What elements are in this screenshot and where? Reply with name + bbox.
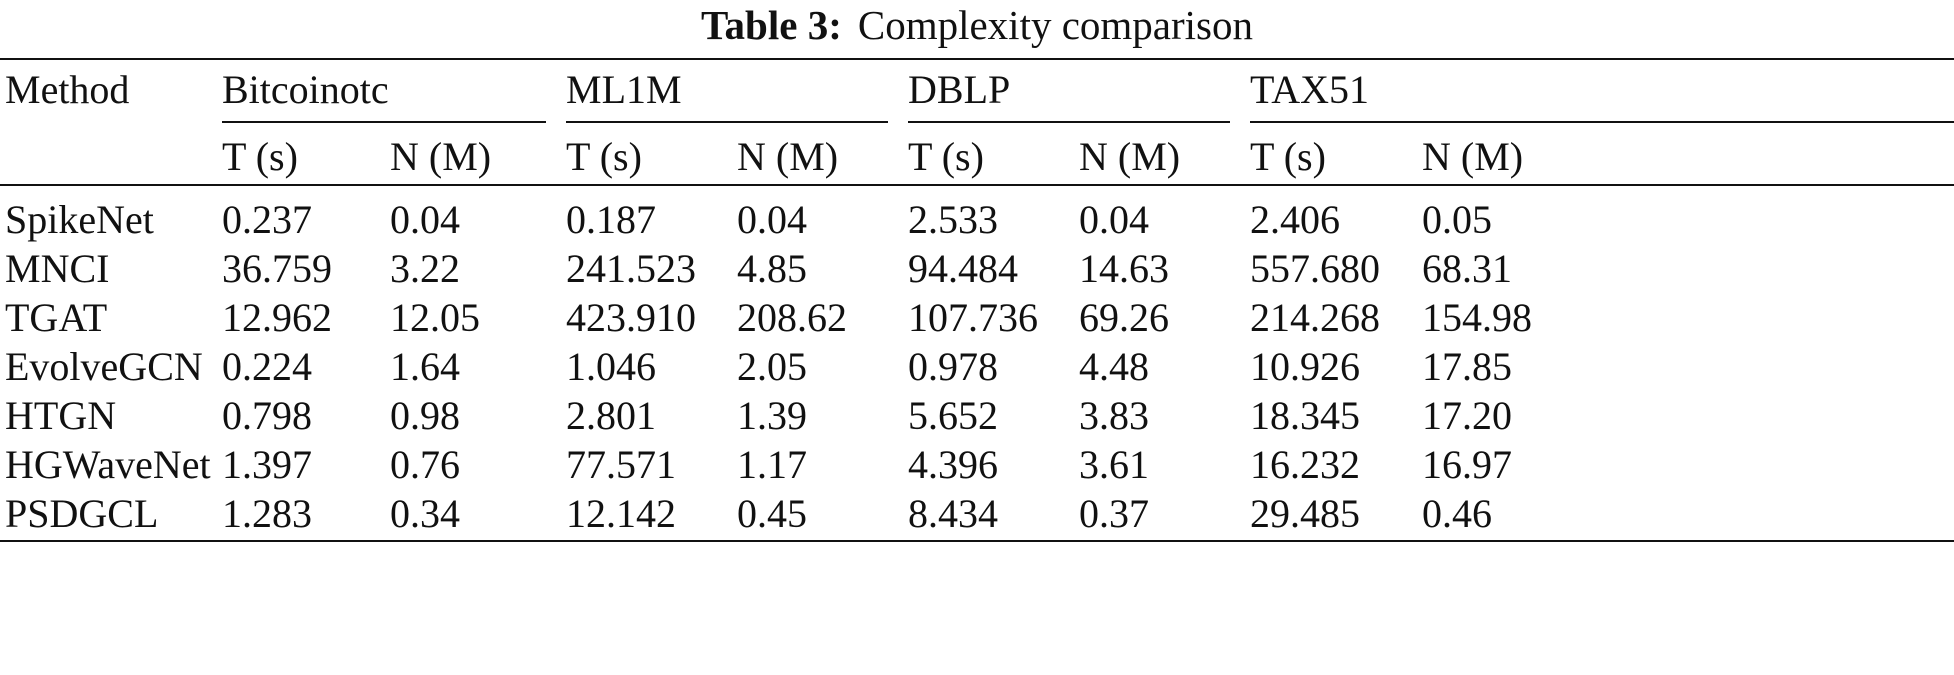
table-cell: 1.283 (222, 491, 312, 536)
sub-header-2: N (M) (390, 134, 492, 179)
table-cell: 29.485 (1250, 491, 1360, 536)
table-cell: 0.04 (390, 197, 460, 242)
header-rule (0, 184, 1954, 186)
table-cell: 107.736 (908, 295, 1038, 340)
table-cell: 557.680 (1250, 246, 1380, 291)
table-cell: 3.22 (390, 246, 460, 291)
table-cell: 1.046 (566, 344, 656, 389)
table-cell: 1.17 (737, 442, 807, 487)
table-cell: 2.05 (737, 344, 807, 389)
table-cell: 12.962 (222, 295, 332, 340)
table-cell: 4.396 (908, 442, 998, 487)
table-cell: 0.237 (222, 197, 312, 242)
dataset-rule-1 (222, 121, 546, 123)
table-cell: 4.48 (1079, 344, 1149, 389)
table-cell: 1.64 (390, 344, 460, 389)
row-method: SpikeNet (5, 197, 154, 242)
sub-header-7: T (s) (1250, 134, 1326, 179)
table-cell: 0.05 (1422, 197, 1492, 242)
table-cell: 423.910 (566, 295, 696, 340)
top-rule (0, 58, 1954, 60)
row-method: HTGN (5, 393, 117, 438)
table-cell: 0.224 (222, 344, 312, 389)
table-cell: 208.62 (737, 295, 847, 340)
dataset-header-2: ML1M (566, 67, 682, 112)
table-caption-text: Complexity comparison (857, 2, 1254, 48)
table-cell: 214.268 (1250, 295, 1380, 340)
table-cell: 14.63 (1079, 246, 1169, 291)
table-cell: 1.397 (222, 442, 312, 487)
table-cell: 16.232 (1250, 442, 1360, 487)
row-method: PSDGCL (5, 491, 159, 536)
table-cell: 94.484 (908, 246, 1018, 291)
dataset-header-3: DBLP (908, 67, 1011, 112)
dataset-rule-3 (908, 121, 1230, 123)
table-cell: 0.45 (737, 491, 807, 536)
bottom-rule (0, 540, 1954, 542)
table-cell: 0.76 (390, 442, 460, 487)
table-caption: Table 3: Complexity comparison (0, 0, 1954, 58)
table-cell: 2.533 (908, 197, 998, 242)
table-cell: 12.142 (566, 491, 676, 536)
table-cell: 69.26 (1079, 295, 1169, 340)
table-cell: 12.05 (390, 295, 480, 340)
table-cell: 68.31 (1422, 246, 1512, 291)
table-cell: 0.37 (1079, 491, 1149, 536)
table-caption-label: Table 3: (700, 2, 842, 48)
table-cell: 0.04 (1079, 197, 1149, 242)
table-cell: 8.434 (908, 491, 998, 536)
table-cell: 2.406 (1250, 197, 1340, 242)
row-method: EvolveGCN (5, 344, 203, 389)
table-cell: 0.34 (390, 491, 460, 536)
table-cell: 0.04 (737, 197, 807, 242)
dataset-header-4: TAX51 (1250, 67, 1370, 112)
table-cell: 154.98 (1422, 295, 1532, 340)
table-cell: 0.46 (1422, 491, 1492, 536)
table-cell: 3.61 (1079, 442, 1149, 487)
table-cell: 4.85 (737, 246, 807, 291)
table-cell: 1.39 (737, 393, 807, 438)
table-cell: 0.798 (222, 393, 312, 438)
table-cell: 17.85 (1422, 344, 1512, 389)
table-cell: 16.97 (1422, 442, 1512, 487)
table-cell: 3.83 (1079, 393, 1149, 438)
table-cell: 0.98 (390, 393, 460, 438)
sub-header-5: T (s) (908, 134, 984, 179)
dataset-rule-2 (566, 121, 888, 123)
method-header: Method (5, 67, 130, 112)
row-method: MNCI (5, 246, 110, 291)
table-cell: 0.978 (908, 344, 998, 389)
row-method: TGAT (5, 295, 108, 340)
table-cell: 17.20 (1422, 393, 1512, 438)
table-cell: 10.926 (1250, 344, 1360, 389)
table-cell: 5.652 (908, 393, 998, 438)
row-method: HGWaveNet (5, 442, 211, 487)
sub-header-8: N (M) (1422, 134, 1524, 179)
dataset-header-1: Bitcoinotc (222, 67, 389, 112)
sub-header-6: N (M) (1079, 134, 1181, 179)
table-cell: 0.187 (566, 197, 656, 242)
dataset-rule-4 (1250, 121, 1954, 123)
table-cell: 2.801 (566, 393, 656, 438)
table-cell: 36.759 (222, 246, 332, 291)
sub-header-1: T (s) (222, 134, 298, 179)
table-cell: 77.571 (566, 442, 676, 487)
sub-header-3: T (s) (566, 134, 642, 179)
table-cell: 241.523 (566, 246, 696, 291)
sub-header-4: N (M) (737, 134, 839, 179)
table-cell: 18.345 (1250, 393, 1360, 438)
